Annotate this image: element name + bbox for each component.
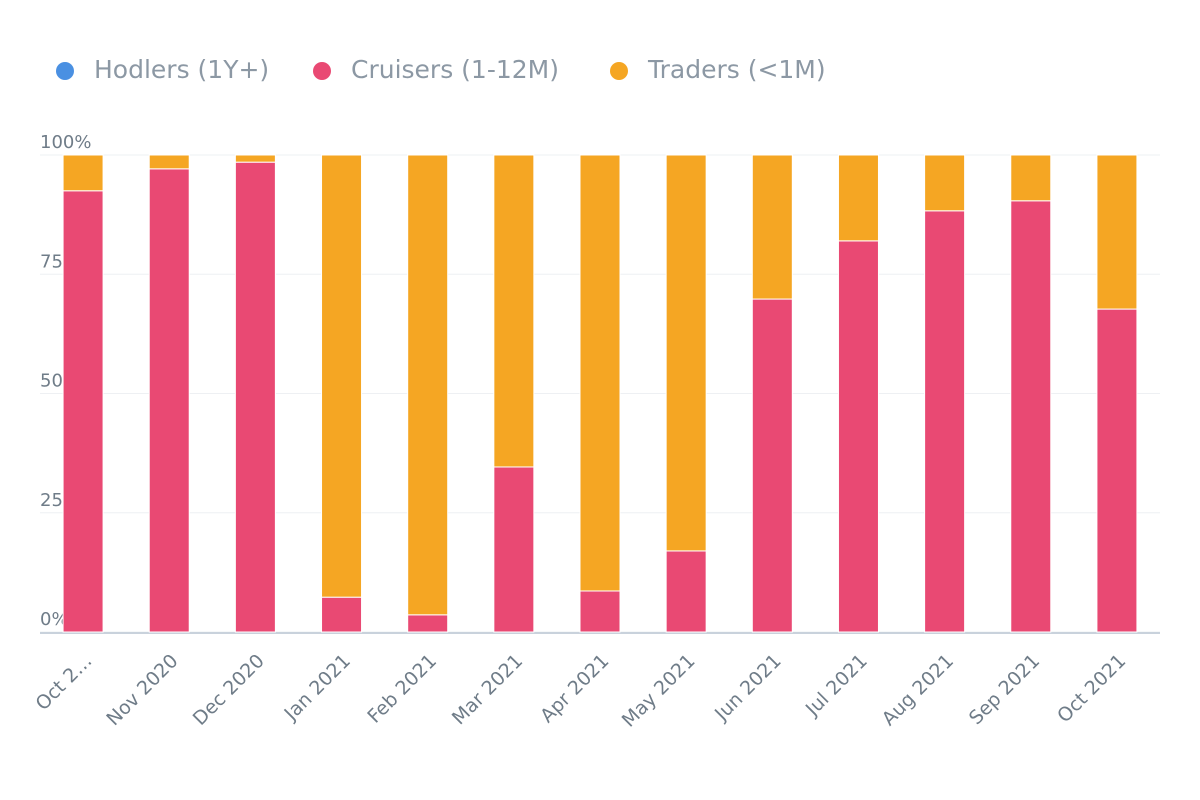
bar-segment (407, 154, 449, 616)
bar-segment (62, 154, 104, 192)
bar-segment (579, 154, 621, 592)
bar-segment (837, 154, 879, 242)
bar-segment (1010, 200, 1052, 633)
x-tick-label: Jul 2021 (801, 650, 872, 721)
bar-segment (751, 298, 793, 633)
x-tick-label: Oct 2021 (1053, 650, 1130, 727)
y-tick-label: 0% (40, 609, 69, 630)
legend-label: Hodlers (1Y+) (94, 55, 269, 84)
legend-marker (610, 62, 628, 80)
bar-segment (407, 614, 449, 633)
bar-segment (924, 210, 966, 633)
bar-segment (579, 590, 621, 633)
x-tick-label: May 2021 (618, 650, 700, 732)
bar-segment (321, 596, 363, 633)
x-tick-label: Feb 2021 (363, 650, 441, 728)
bar-segment (148, 168, 190, 633)
bar-segment (321, 154, 363, 598)
bar-segment (1010, 154, 1052, 202)
bar-segment (665, 550, 707, 633)
x-tick-label: Oct 2… (31, 650, 96, 715)
legend-marker (313, 62, 331, 80)
x-tick-label: Sep 2021 (965, 650, 1044, 729)
bar-segment (493, 154, 535, 468)
bar-segment (1096, 308, 1138, 633)
bar-segment (493, 466, 535, 633)
legend-label: Cruisers (1-12M) (351, 55, 559, 84)
bar-segment (751, 154, 793, 300)
bar-segment (62, 190, 104, 633)
x-tick-label: Nov 2020 (102, 650, 182, 730)
legend-marker (56, 62, 74, 80)
x-tick-label: Dec 2020 (189, 650, 269, 730)
bar-segment (924, 154, 966, 212)
x-tick-label: Apr 2021 (536, 650, 613, 727)
y-tick-label: 100% (40, 132, 91, 153)
bar-segment (234, 161, 276, 633)
x-tick-label: Mar 2021 (448, 650, 527, 729)
x-tick-label: Jan 2021 (280, 650, 355, 725)
x-tick-label: Aug 2021 (878, 650, 958, 730)
bar-segment (837, 240, 879, 633)
bar-segment (148, 154, 190, 170)
bar-segment (665, 154, 707, 552)
bar-segment (1096, 154, 1138, 310)
legend-label: Traders (<1M) (647, 55, 826, 84)
x-tick-label: Jun 2021 (710, 650, 786, 726)
bar-segment (234, 154, 276, 163)
